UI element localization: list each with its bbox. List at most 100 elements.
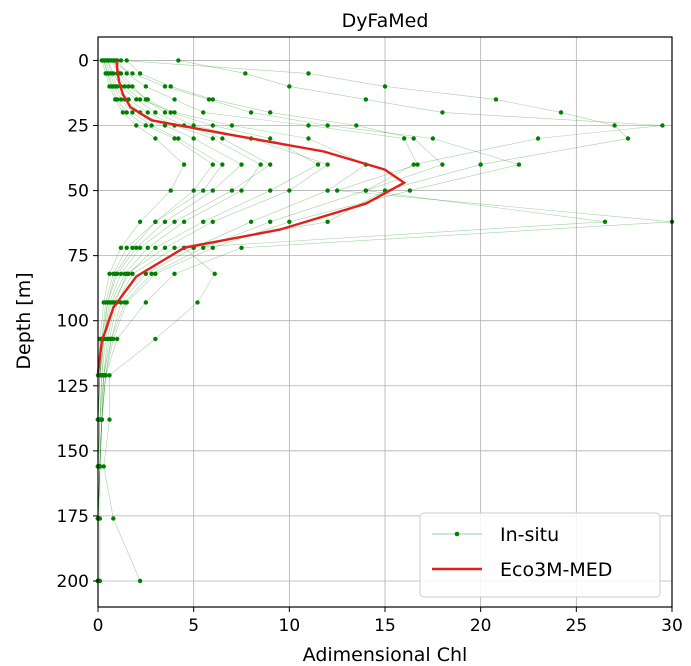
grid-lines (97, 37, 673, 607)
insitu-point (134, 123, 139, 128)
insitu-point (220, 136, 225, 141)
insitu-point (268, 188, 273, 193)
insitu-point (118, 271, 124, 277)
insitu-point (535, 136, 541, 141)
insitu-point (130, 71, 135, 76)
insitu-point (602, 219, 608, 224)
insitu-point (195, 300, 200, 305)
insitu-point (109, 58, 114, 63)
insitu-point (107, 84, 112, 89)
insitu-point (268, 162, 273, 167)
insitu-point (287, 188, 292, 193)
insitu-point (134, 97, 139, 102)
insitu-point (168, 188, 173, 193)
insitu-point (415, 162, 420, 167)
insitu-point (210, 219, 215, 224)
legend-insitu-label: In-situ (500, 524, 559, 546)
insitu-point (191, 136, 196, 141)
insitu-point (118, 97, 124, 102)
insitu-point (118, 245, 124, 251)
x-tick-label: 30 (661, 616, 683, 636)
y-tick-label: 175 (57, 507, 89, 527)
insitu-point (105, 300, 110, 305)
legend-model-label: Eco3M-MED (500, 559, 612, 581)
insitu-point (149, 123, 154, 128)
x-tick-label: 15 (374, 616, 396, 636)
insitu-point (107, 417, 112, 422)
x-tick-label: 0 (93, 616, 104, 636)
insitu-point (118, 58, 124, 63)
insitu-point (153, 271, 158, 277)
insitu-point (558, 110, 564, 115)
insitu-point (363, 188, 369, 193)
y-tick-label: 200 (57, 572, 89, 592)
insitu-point (130, 245, 135, 251)
insitu-point (162, 219, 168, 224)
insitu-point (325, 162, 330, 167)
insitu-point (137, 219, 143, 224)
insitu-point (210, 97, 215, 102)
insitu-point (145, 245, 150, 251)
insitu-point (122, 300, 127, 305)
insitu-point (516, 162, 522, 167)
insitu-point (120, 110, 126, 115)
insitu-point (114, 336, 120, 342)
insitu-point (130, 271, 135, 277)
y-tick-label: 0 (78, 51, 89, 71)
insitu-point (111, 516, 116, 521)
insitu-point (407, 188, 413, 193)
insitu-point (315, 162, 321, 167)
insitu-point (105, 58, 110, 63)
insitu-point (149, 271, 154, 277)
insitu-point (625, 136, 631, 141)
insitu-point (210, 123, 215, 128)
insitu-point (153, 336, 158, 342)
insitu-point (229, 123, 235, 128)
x-axis-label: Adimensional Chl (303, 644, 468, 666)
x-tick-label: 20 (470, 616, 492, 636)
insitu-point (97, 373, 103, 378)
legend: In-situ Eco3M-MED (419, 512, 661, 598)
insitu-point (113, 271, 118, 277)
insitu-point (153, 245, 158, 251)
insitu-point (124, 110, 129, 115)
x-tick-label: 25 (566, 616, 588, 636)
insitu-point (440, 110, 445, 115)
insitu-point (210, 136, 215, 141)
insitu-point (172, 136, 177, 141)
insitu-point (172, 271, 177, 277)
insitu-point (107, 373, 112, 378)
insitu-point (181, 162, 187, 167)
insitu-point (306, 136, 311, 141)
insitu-point (143, 300, 149, 305)
insitu-point (363, 97, 369, 102)
insitu-point (126, 84, 131, 89)
insitu-point (660, 123, 665, 128)
insitu-point (206, 97, 212, 102)
insitu-point (354, 123, 359, 128)
insitu-point (325, 123, 330, 128)
insitu-point (191, 188, 196, 193)
insitu-point (137, 97, 143, 102)
insitu-point (191, 123, 196, 128)
insitu-point (176, 136, 181, 141)
x-tick-label: 10 (279, 616, 301, 636)
y-tick-label: 50 (67, 182, 89, 202)
insitu-point (325, 219, 330, 224)
insitu-point (113, 97, 118, 102)
insitu-point (111, 84, 116, 89)
insitu-point (382, 84, 388, 89)
insitu-point (334, 188, 340, 193)
insitu-point (126, 271, 131, 277)
insitu-point (162, 245, 168, 251)
insitu-point (201, 110, 206, 115)
x-axis-ticks: 0 5 10 15 20 25 30 (93, 607, 683, 636)
insitu-point (153, 219, 158, 224)
y-tick-label: 125 (57, 377, 89, 397)
insitu-point (137, 245, 143, 251)
insitu-point (109, 300, 114, 305)
insitu-point (172, 110, 177, 115)
insitu-point (287, 84, 292, 89)
insitu-point (172, 219, 177, 224)
insitu-point (212, 271, 217, 277)
